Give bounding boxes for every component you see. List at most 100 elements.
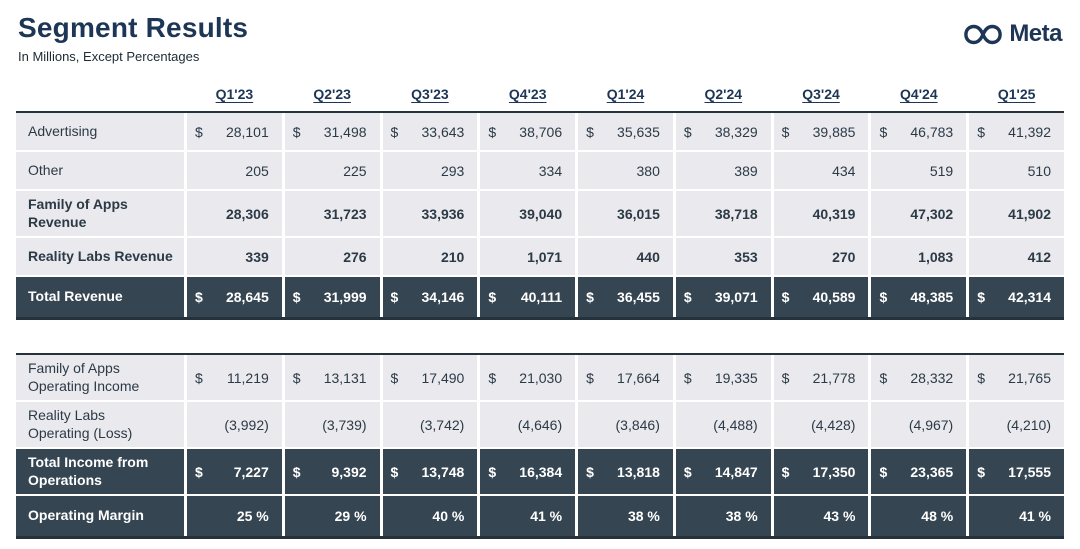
cell-value: 19,335 — [714, 369, 758, 386]
operating-income-table: Family of Apps Operating Income $11,219 $1… — [16, 353, 1064, 539]
data-cell: 440 — [578, 238, 673, 275]
column-header: Q2'24 — [704, 86, 743, 102]
dollar-sign: $ — [977, 369, 986, 386]
cell-value: (3,992) — [224, 416, 269, 433]
data-cell: 41 % — [480, 496, 576, 536]
data-cell: $42,314 — [969, 277, 1064, 317]
cell-value: 16,384 — [519, 463, 563, 480]
column-header-row: Q1'23 Q2'23 Q3'23 Q4'23 Q1'24 Q2'24 Q3'24 Q4'24… — [16, 80, 1064, 111]
data-cell: (4,210) — [969, 402, 1064, 447]
cell-value: 31,723 — [323, 205, 367, 222]
cell-value: 41,392 — [1008, 123, 1051, 140]
data-cell: $31,999 — [284, 277, 380, 317]
cell-value: 41,902 — [1008, 205, 1051, 222]
column-header: Q4'23 — [508, 86, 547, 102]
table-row: Family of Apps Revenue 28,306 31,723 33,936… — [16, 191, 1064, 236]
dollar-sign: $ — [683, 463, 692, 480]
cell-value: 28,306 — [225, 205, 269, 222]
cell-value: 34,146 — [421, 289, 465, 305]
data-cell: $48,385 — [871, 277, 967, 317]
data-cell: (3,992) — [187, 402, 282, 447]
cell-value: 17,664 — [617, 369, 660, 386]
cell-value: 14,847 — [714, 463, 758, 480]
dollar-sign: $ — [879, 369, 888, 386]
cell-value: (4,428) — [811, 416, 856, 433]
column-header: Q4'24 — [900, 86, 938, 102]
dollar-sign: $ — [390, 289, 399, 305]
cell-value: 339 — [245, 248, 269, 265]
data-cell: $14,847 — [675, 449, 771, 494]
dollar-sign: $ — [781, 369, 790, 386]
cell-value: 28,101 — [225, 123, 269, 140]
cell-value: (3,739) — [322, 416, 367, 433]
data-cell: $40,111 — [480, 277, 576, 317]
row-label: Family of Apps Revenue — [16, 191, 184, 236]
cell-value: 334 — [538, 162, 563, 179]
row-label: Reality Labs Operating (Loss) — [16, 402, 184, 447]
cell-value: 434 — [832, 162, 856, 179]
cell-value: 28,332 — [910, 369, 954, 386]
data-cell: 210 — [382, 238, 478, 275]
cell-value: 31,999 — [323, 289, 367, 305]
data-cell: 1,083 — [871, 238, 967, 275]
cell-value: 21,778 — [812, 369, 856, 386]
data-cell: 40 % — [382, 496, 478, 536]
data-cell: 353 — [675, 238, 771, 275]
cell-value: (4,488) — [713, 416, 758, 433]
data-cell: 40,319 — [773, 191, 869, 236]
data-cell: 29 % — [284, 496, 380, 536]
cell-value: 23,365 — [910, 463, 954, 480]
page-subtitle: In Millions, Except Percentages — [18, 49, 200, 64]
dollar-sign: $ — [195, 463, 203, 480]
data-cell: $13,818 — [578, 449, 673, 494]
data-cell: 1,071 — [480, 238, 576, 275]
data-cell: $16,384 — [480, 449, 576, 494]
data-cell: 33,936 — [382, 191, 478, 236]
data-cell: 389 — [675, 152, 771, 189]
dollar-sign: $ — [977, 123, 986, 140]
data-cell: 225 — [284, 152, 380, 189]
meta-logo-text: Meta — [1009, 20, 1062, 47]
dollar-sign: $ — [292, 289, 301, 305]
cell-value: 48 % — [921, 508, 954, 524]
data-cell: $13,748 — [382, 449, 478, 494]
cell-value: 205 — [245, 162, 269, 179]
cell-value: 42,314 — [1008, 289, 1051, 305]
cell-value: 41 % — [530, 508, 563, 524]
dollar-sign: $ — [390, 463, 399, 480]
dollar-sign: $ — [586, 369, 594, 386]
table-row: Reality Labs Revenue 339 276 210 1,071 440 353… — [16, 238, 1064, 275]
row-label: Family of Apps Operating Income — [16, 355, 184, 400]
dollar-sign: $ — [879, 123, 888, 140]
cell-value: 1,071 — [527, 248, 563, 265]
dollar-sign: $ — [683, 369, 692, 386]
cell-value: 293 — [440, 162, 465, 179]
cell-value: 225 — [343, 162, 367, 179]
data-cell: 510 — [969, 152, 1064, 189]
cell-value: 389 — [734, 162, 758, 179]
cell-value: (4,967) — [908, 416, 954, 433]
dollar-sign: $ — [683, 289, 692, 305]
data-cell: 31,723 — [284, 191, 380, 236]
data-cell: 205 — [187, 152, 282, 189]
cell-value: (3,742) — [419, 416, 465, 433]
data-cell: 36,015 — [578, 191, 673, 236]
column-header: Q3'24 — [802, 86, 840, 102]
cell-value: (4,210) — [1006, 416, 1051, 433]
data-cell: (4,488) — [675, 402, 771, 447]
cell-value: (3,846) — [615, 416, 660, 433]
column-header-spacer — [16, 80, 184, 111]
title-block: Segment Results In Millions, Except Perc… — [16, 10, 248, 64]
cell-value: 13,131 — [323, 369, 367, 386]
page-title: Segment Results — [18, 12, 249, 43]
data-cell: $21,030 — [480, 355, 576, 400]
header: Segment Results In Millions, Except Perc… — [16, 10, 1064, 64]
cell-value: 36,015 — [617, 205, 660, 222]
cell-value: 40,319 — [812, 205, 856, 222]
data-cell: 380 — [578, 152, 673, 189]
data-cell: 519 — [871, 152, 967, 189]
dollar-sign: $ — [781, 123, 790, 140]
data-cell: $39,071 — [675, 277, 771, 317]
data-cell: 334 — [480, 152, 576, 189]
